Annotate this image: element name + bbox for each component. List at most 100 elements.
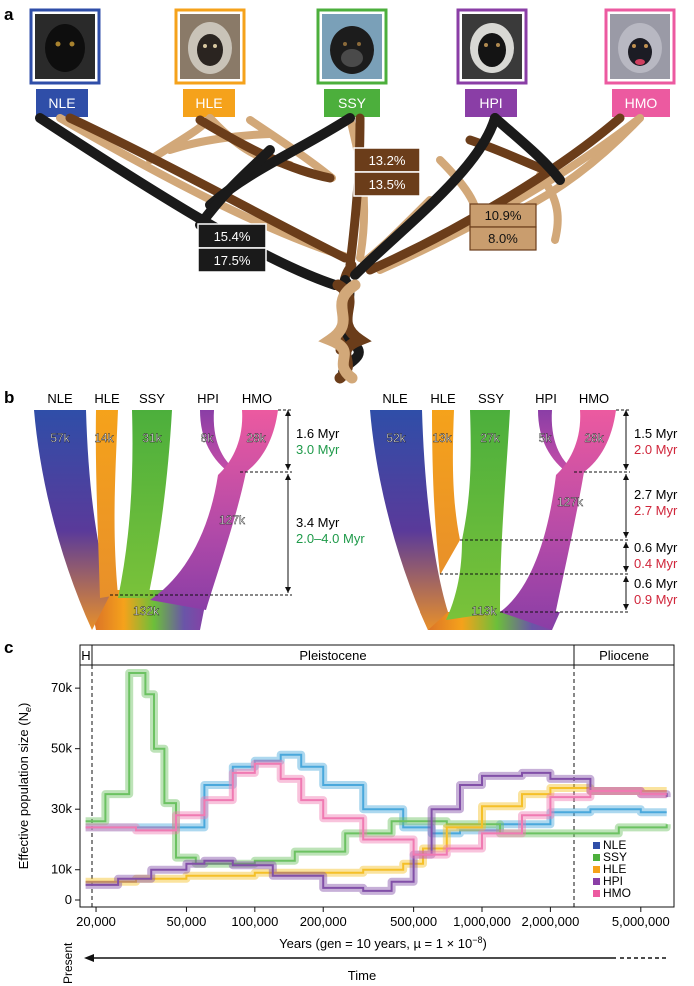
introgression-tree [35, 113, 644, 384]
right-branch-hpi [538, 410, 574, 475]
label-box-hmo [612, 89, 670, 117]
left-interval-1-a: 1.6 Myr [296, 426, 340, 441]
pct-box-black: 15.4% 17.5% [197, 223, 267, 273]
x-tick-label: 5,000,000 [612, 914, 670, 929]
right-branch-hle [432, 410, 460, 575]
pct-brown-bottom: 13.5% [369, 177, 406, 192]
right-interval-2-a: 2.7 Myr [634, 487, 678, 502]
x-tick-label: 1,000,000 [453, 914, 511, 929]
legend-hpi: HPI [603, 874, 623, 888]
legend-hmo: HMO [603, 886, 631, 900]
pct-black-top: 15.4% [214, 229, 251, 244]
right-interval-2-b: 2.7 Myr [634, 503, 678, 518]
x-axis: 20,000 50,000 100,000 200,000 500,000 1,000,0… [76, 907, 670, 929]
left-size-ancestral-hpi-hmo: 127k [219, 513, 246, 527]
left-interval-2-b: 2.0–4.0 Myr [296, 531, 365, 546]
label-box-nle [36, 89, 88, 117]
right-interval-3-b: 0.4 Myr [634, 556, 678, 571]
legend-swatch-hmo [593, 890, 600, 897]
x-tick-label: 200,000 [300, 914, 347, 929]
pct-box-brown: 13.2% 13.5% [353, 147, 421, 197]
epoch-bar: H Pleistocene Pliocene [79, 644, 675, 666]
right-interval-3-a: 0.6 Myr [634, 540, 678, 555]
photo-hle [174, 8, 246, 85]
primate-photos [29, 8, 676, 85]
left-size-hpi: 8k [201, 431, 215, 445]
panel-c-letter: c [4, 638, 13, 657]
right-species-ssy: SSY [478, 391, 504, 406]
legend-swatch-hle [593, 866, 600, 873]
legend-ssy: SSY [603, 850, 627, 864]
label-nle: NLE [48, 95, 75, 111]
right-size-hpi: 5k [539, 431, 553, 445]
legend-nle: NLE [603, 838, 626, 852]
photo-hpi [456, 8, 528, 85]
right-species-nle: NLE [382, 391, 408, 406]
series-line-ssy [85, 672, 668, 865]
series-line-hle [85, 787, 667, 883]
pct-tan-top: 10.9% [485, 208, 522, 223]
left-species-hmo: HMO [242, 391, 272, 406]
right-size-ancestral-hpi-hmo: 127k [557, 495, 584, 509]
introgression-percent-boxes: 13.2% 13.5% 15.4% 17.5% 10.9% 8.0% [197, 147, 537, 273]
demography-tree-right: NLE HLE SSY HPI HMO 52k 13k 27k 5k 28k 1… [370, 391, 678, 630]
present-label: Present [61, 942, 75, 984]
label-hmo: HMO [625, 95, 658, 111]
left-branch-hmo [150, 410, 278, 610]
right-branch-nle [370, 410, 448, 630]
right-size-hmo: 28k [584, 431, 604, 445]
pct-brown-top: 13.2% [369, 153, 406, 168]
right-size-nle: 52k [386, 431, 406, 445]
right-size-ssy: 27k [480, 431, 500, 445]
label-box-ssy [324, 89, 380, 117]
y-tick-label: 50k [51, 741, 72, 756]
right-branch-ssy [446, 410, 510, 620]
legend-swatch-hpi [593, 878, 600, 885]
label-ssy: SSY [338, 95, 367, 111]
left-species-nle: NLE [47, 391, 73, 406]
pct-box-tan: 10.9% 8.0% [469, 203, 537, 251]
right-interval-4-b: 0.9 Myr [634, 592, 678, 607]
left-species-hpi: HPI [197, 391, 219, 406]
label-box-hle [183, 89, 235, 117]
left-size-hle: 14k [94, 431, 114, 445]
y-axis-label: Effective population size (Ne) [16, 703, 33, 870]
right-interval-1-a: 1.5 Myr [634, 426, 678, 441]
series-layer [85, 669, 671, 895]
left-species-ssy: SSY [139, 391, 165, 406]
pct-tan-bottom: 8.0% [488, 231, 518, 246]
demography-tree-left: NLE HLE SSY HPI HMO 57k 14k 31k 8k 28k 1… [34, 391, 365, 630]
epoch-holocene: H [81, 648, 90, 663]
epoch-pliocene: Pliocene [599, 648, 649, 663]
left-interval-1-b: 3.0 Myr [296, 442, 340, 457]
photo-ssy [316, 8, 388, 85]
right-species-hpi: HPI [535, 391, 557, 406]
time-label: Time [348, 968, 376, 983]
y-tick-label: 70k [51, 680, 72, 695]
legend: NLE SSY HLE HPI HMO [593, 838, 631, 900]
time-arrow [84, 954, 668, 962]
right-interval-1-b: 2.0 Myr [634, 442, 678, 457]
photo-nle [29, 8, 101, 85]
right-branch-hmo [500, 410, 616, 630]
series-line-hpi [85, 771, 668, 892]
panel-a-letter: a [4, 5, 14, 24]
label-box-hpi [465, 89, 517, 117]
x-tick-label: 20,000 [76, 914, 116, 929]
y-tick-label: 0 [65, 892, 72, 907]
left-interval-2-a: 3.4 Myr [296, 515, 340, 530]
left-branch-ssy [118, 410, 172, 598]
panel-b-letter: b [4, 388, 14, 407]
label-hle: HLE [195, 95, 222, 111]
series-band-ssy [85, 669, 671, 868]
legend-hle: HLE [603, 862, 626, 876]
legend-swatch-nle [593, 842, 600, 849]
y-axis: 0 10k 30k 50k 70k [51, 680, 80, 907]
left-species-hle: HLE [94, 391, 120, 406]
plot-frame [79, 664, 675, 908]
x-tick-label: 100,000 [231, 914, 278, 929]
x-tick-label: 500,000 [390, 914, 437, 929]
legend-swatch-ssy [593, 854, 600, 861]
left-size-hmo: 28k [246, 431, 266, 445]
